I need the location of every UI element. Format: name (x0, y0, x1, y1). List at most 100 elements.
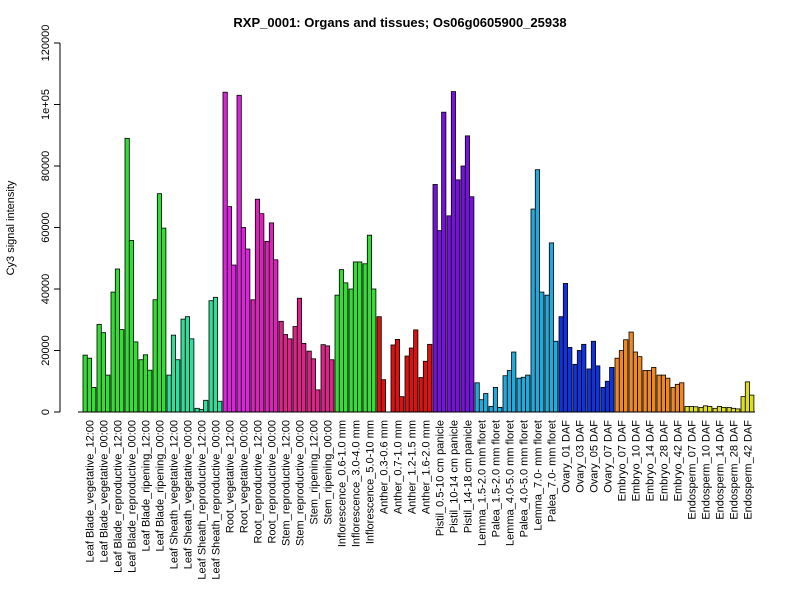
x-category-label: Root_reproductive_12:00 (252, 420, 264, 544)
bar (156, 193, 163, 413)
bar (371, 288, 377, 413)
bar (600, 386, 606, 413)
bar (152, 299, 158, 413)
bar (96, 323, 102, 413)
x-category-label: Anther_1.2-1.5 mm (406, 420, 418, 514)
bar (702, 405, 708, 413)
x-category-label: Leaf Sheath_reproductive_12:00 (196, 420, 208, 580)
bar (427, 343, 433, 413)
x-category-label: Leaf Blade_reproductive_00:00 (126, 420, 138, 573)
bar (520, 376, 526, 413)
x-category-label: Embryo_42 DAF (672, 420, 684, 502)
x-category-label: Ovary_01 DAF (560, 420, 572, 493)
bar (637, 356, 643, 413)
x-category-label: Pistil_10-14 cm panicle (448, 420, 460, 533)
bar (128, 240, 135, 413)
x-category-label: Inflorescence_3.0-4.0 mm (350, 420, 362, 547)
bar (558, 316, 564, 413)
bar (180, 318, 186, 413)
bar (329, 359, 335, 413)
bar (133, 341, 139, 413)
bar (646, 370, 652, 413)
bar (124, 137, 130, 413)
bar (721, 406, 727, 413)
bar (707, 406, 713, 413)
bar (390, 344, 396, 413)
x-category-label: Lemma_7.0- mm floret (532, 420, 544, 531)
bar (292, 326, 298, 413)
bar (264, 240, 270, 413)
bar (324, 345, 330, 413)
bar (114, 268, 121, 413)
bar (446, 215, 452, 413)
bar (469, 196, 475, 413)
bar (268, 222, 274, 413)
bar (670, 386, 676, 413)
bars (82, 91, 755, 413)
x-category-label: Palea_1.5-2.0 mm floret (490, 420, 502, 537)
x-category-label: Leaf Blade_vegetative_00:00 (98, 420, 110, 563)
bar (674, 383, 680, 413)
x-category-label: Root_vegetative_12:00 (224, 420, 236, 533)
x-category-label: Endosperm_14 DAF (714, 420, 726, 520)
x-category-label: Root_vegetative_00:00 (238, 420, 250, 533)
bar (110, 291, 116, 413)
bar (455, 179, 461, 413)
bar (632, 351, 638, 413)
bar (576, 350, 582, 413)
bar (273, 259, 279, 413)
bar (474, 382, 480, 413)
bar (296, 297, 302, 413)
bar (203, 399, 209, 413)
bar (142, 354, 149, 413)
bar (534, 169, 540, 413)
bar (189, 338, 195, 413)
bar (82, 354, 88, 413)
bar (628, 331, 634, 413)
bar (436, 230, 442, 413)
bar (100, 332, 107, 413)
bar (301, 343, 307, 413)
bar (404, 355, 410, 413)
bar (250, 299, 256, 413)
x-category-label: Pistil_14-18 cm panicle (462, 420, 474, 533)
bar (740, 396, 746, 413)
x-category-label: Lemma_4.0-5.0 mm floret (504, 420, 516, 546)
bar (175, 359, 181, 413)
bar (86, 357, 93, 413)
x-category-label: Ovary_05 DAF (588, 420, 600, 493)
x-category-label: Embryo_14 DAF (644, 420, 656, 502)
x-category-label: Endosperm_28 DAF (728, 420, 740, 520)
x-category-label: Stem_ripening_12:00 (308, 420, 320, 525)
bar (408, 347, 414, 413)
x-category-label: Endosperm_42 DAF (742, 420, 754, 520)
bar (478, 399, 484, 413)
x-category-label: Stem_reproductive_00:00 (294, 420, 306, 546)
bar (688, 406, 694, 413)
bar (516, 377, 522, 413)
bar (590, 340, 596, 413)
bar (586, 368, 592, 413)
bar (460, 165, 466, 413)
bar (287, 338, 293, 413)
bar (562, 283, 568, 413)
bar (222, 91, 228, 413)
bar (618, 350, 624, 413)
bar (548, 242, 554, 413)
bar (208, 300, 214, 413)
bar (343, 282, 349, 413)
bar (194, 407, 200, 413)
bar (348, 288, 354, 413)
x-axis-labels: Leaf Blade_vegetative_12:00 Leaf Blade_ve… (84, 420, 754, 580)
y-axis-label: Cy3 signal intensity (5, 180, 17, 275)
x-category-label: Inflorescence_5.0-10 mm (364, 420, 376, 544)
bar (166, 374, 172, 413)
x-category-label: Palea_7.0- mm floret (546, 420, 558, 522)
x-category-label: Ovary_03 DAF (574, 420, 586, 493)
x-category-label: Leaf Blade_ripening_00:00 (154, 420, 166, 552)
bar (352, 261, 358, 413)
x-category-label: Endosperm_07 DAF (686, 420, 698, 520)
x-category-label: Anther_0.3-0.6 mm (378, 420, 390, 514)
x-category-label: Pistil_0.5-10 cm panicle (434, 420, 446, 536)
